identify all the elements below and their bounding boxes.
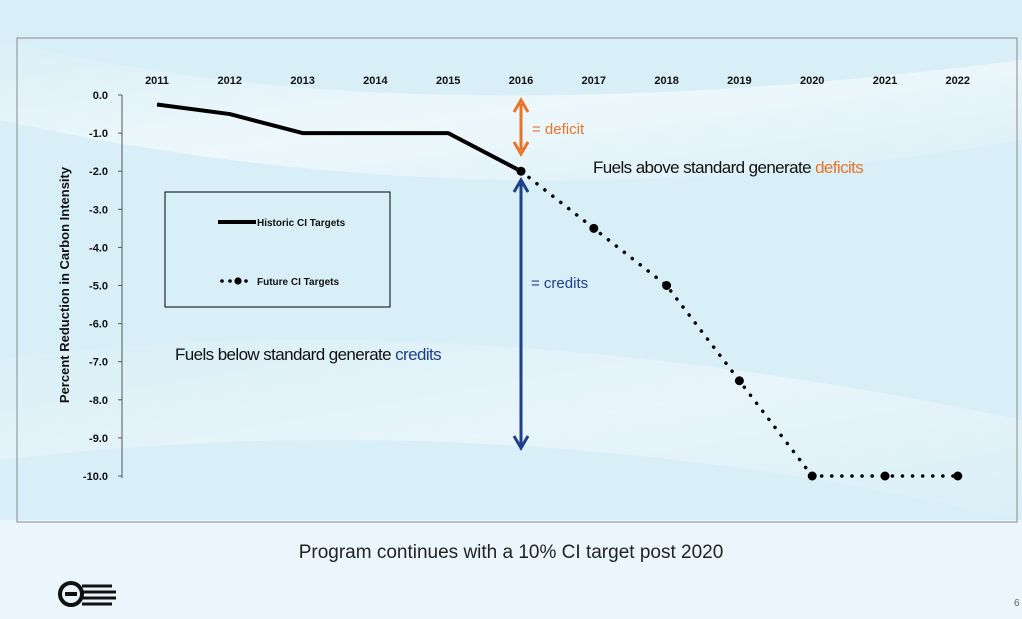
x-tick-label: 2022 — [946, 75, 970, 87]
data-point-future — [880, 471, 890, 481]
legend-future-label: Future CI Targets — [257, 277, 339, 288]
x-tick-label: 2019 — [727, 75, 751, 87]
y-tick-label: -7.0 — [89, 357, 108, 369]
y-tick-label: -10.0 — [83, 471, 108, 483]
series-future-line — [519, 169, 960, 478]
y-axis-ticks: 0.0 -1.0 -2.0 -3.0 -4.0 -5.0 -6.0 -7.0 -8.0 -9.0 -… — [83, 90, 122, 483]
y-tick-label: 0.0 — [93, 90, 108, 102]
fuels-below-annotation: Fuels below standard generate credits — [175, 345, 441, 364]
y-tick-label: -8.0 — [89, 395, 108, 407]
y-tick-label: -6.0 — [89, 319, 108, 331]
data-point-future — [807, 471, 817, 481]
data-point-future — [662, 281, 672, 290]
fuels-below-text: Fuels below standard generate — [175, 345, 395, 364]
plot-area-border — [16, 37, 1018, 523]
credits-label: = credits — [531, 275, 588, 292]
fuels-above-text: Fuels above standard generate — [593, 158, 815, 177]
x-tick-label: 2015 — [436, 75, 460, 87]
y-tick-label: -9.0 — [89, 433, 108, 445]
circle-slash-logo — [58, 581, 116, 607]
x-tick-label: 2013 — [290, 75, 314, 87]
deficit-label: = deficit — [532, 121, 585, 138]
legend-box — [164, 191, 391, 308]
x-tick-label: 2014 — [363, 75, 388, 87]
y-tick-label: -3.0 — [89, 204, 108, 216]
deficit-arrow — [512, 97, 530, 157]
x-tick-label: 2012 — [218, 75, 242, 87]
x-tick-label: 2016 — [509, 75, 533, 87]
y-tick-label: -2.0 — [89, 166, 108, 178]
y-axis-label: Percent Reduction in Carbon Intensity — [57, 166, 72, 403]
credits-arrow — [512, 177, 530, 451]
page-number: 6 — [1014, 598, 1020, 609]
x-tick-label: 2011 — [145, 75, 169, 87]
x-tick-label: 2021 — [873, 75, 897, 87]
x-tick-label: 2020 — [800, 75, 824, 87]
fuels-above-annotation: Fuels above standard generate deficits — [593, 158, 863, 177]
series-historic-line — [156, 102, 522, 173]
data-point-future — [516, 166, 526, 176]
legend-future-swatch — [220, 277, 248, 285]
y-tick-label: -4.0 — [89, 242, 108, 254]
x-tick-label: 2018 — [654, 75, 678, 87]
slide-caption: Program continues with a 10% CI target p… — [298, 542, 724, 563]
data-point-future — [734, 376, 744, 386]
x-axis-ticks: 2011 2012 2013 2014 2015 2016 2017 2018 2019 2020… — [145, 75, 970, 87]
data-point-future — [589, 223, 599, 233]
fuels-below-highlight: credits — [395, 345, 441, 364]
y-tick-label: -5.0 — [89, 281, 108, 293]
y-tick-label: -1.0 — [89, 128, 108, 140]
chart: 2011 2012 2013 2014 2015 2016 2017 2018 2019 2020… — [16, 37, 1018, 523]
fuels-above-highlight: deficits — [815, 158, 863, 177]
series-future-points — [516, 166, 963, 481]
x-tick-label: 2017 — [582, 75, 606, 87]
data-point-future — [953, 471, 963, 481]
legend-historic-label: Historic CI Targets — [257, 218, 346, 229]
